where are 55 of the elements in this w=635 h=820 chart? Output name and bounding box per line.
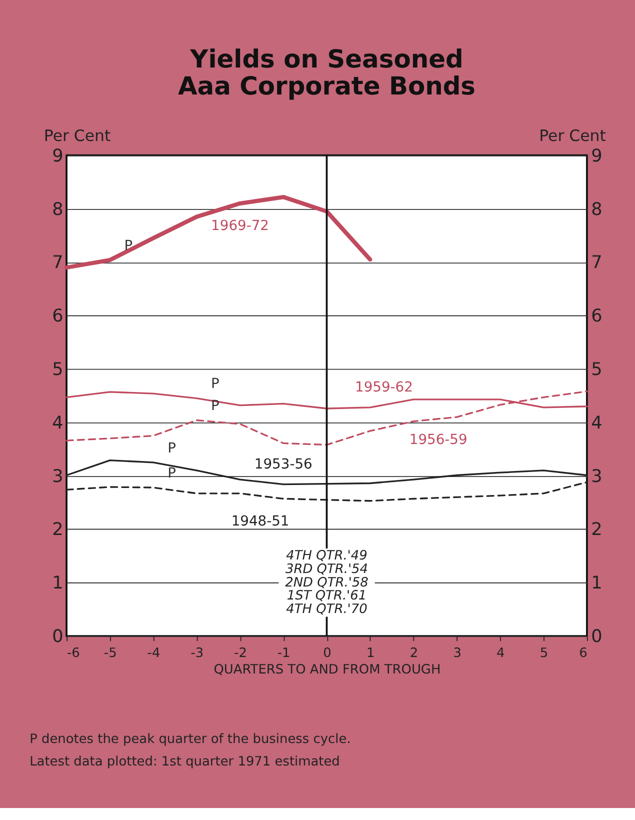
x-tick-label: 3 <box>453 646 462 661</box>
y2-tick-label: 0 <box>591 627 602 648</box>
y2-tick-label: 7 <box>591 253 602 274</box>
y-tick-label: 0 <box>52 627 64 648</box>
x-tick-label: -4 <box>147 646 160 661</box>
annotation: 1ST QTR.'61 <box>286 588 367 604</box>
x-axis-title: QUARTERS TO AND FROM TROUGH <box>214 662 441 678</box>
x-tick-label: 2 <box>410 646 418 661</box>
annotation: P <box>210 398 220 414</box>
y-tick-label: 3 <box>52 466 64 487</box>
y-axis-title: Per Cent <box>44 126 111 146</box>
y2-tick-label: 9 <box>591 146 602 166</box>
y-tick-label: 6 <box>52 306 64 327</box>
series-label: 1948-51 <box>231 514 290 530</box>
annotation: P <box>210 376 220 392</box>
x-tick-label: -3 <box>190 646 204 661</box>
series-label: 1969-72 <box>211 218 269 234</box>
series-label: 1959-62 <box>355 380 413 396</box>
y-tick-label: 7 <box>52 253 64 274</box>
x-tick-label: -1 <box>277 646 290 661</box>
annotation: 4TH QTR.'70 <box>286 602 368 617</box>
chart-title: Yields on Seasoned Aaa Corporate Bonds <box>178 44 476 100</box>
x-tick-label: -5 <box>104 646 117 661</box>
text: Latest data plotted: 1st quarter 1971 estimated <box>30 754 340 770</box>
text: P denotes the peak quarter of the business cycle. <box>30 732 351 748</box>
x-tick-label: 4 <box>496 646 505 661</box>
x-tick-label: 6 <box>579 646 588 661</box>
y2-tick-label: 2 <box>591 520 602 540</box>
y-tick-label: 2 <box>52 520 64 540</box>
x-tick-label: 1 <box>366 646 375 661</box>
y-tick-label: 8 <box>52 200 64 220</box>
y2-tick-label: 4 <box>591 413 602 434</box>
y2-tick-label: 8 <box>591 200 602 220</box>
line-series <box>64 194 372 270</box>
y-tick-label: 1 <box>52 574 64 594</box>
y2-axis-title: Per Cent <box>539 126 606 146</box>
annotation: 2ND QTR.'58 <box>285 575 368 590</box>
annotation: P <box>168 440 176 456</box>
y2-tick-label: 1 <box>591 574 602 594</box>
y-tick-label: 4 <box>52 413 64 434</box>
x-tick-label: -6 <box>67 646 80 661</box>
x-tick-label: -2 <box>234 646 247 661</box>
series-label: 1953-56 <box>254 456 312 473</box>
annotation: 3RD QTR.'54 <box>285 562 368 577</box>
line-series <box>66 459 588 486</box>
y2-tick-label: 6 <box>591 306 602 327</box>
annotation: 4TH QTR.'49 <box>286 548 368 564</box>
y2-tick-label: 5 <box>591 360 602 380</box>
y2-tick-label: 3 <box>591 466 602 487</box>
line-series <box>66 481 588 502</box>
y-tick-label: 5 <box>52 360 64 380</box>
x-tick-label: 0 <box>323 646 332 661</box>
series-label: 1956-59 <box>409 432 468 448</box>
x-tick-label: 5 <box>540 646 548 661</box>
y-tick-label: 9 <box>52 146 64 166</box>
